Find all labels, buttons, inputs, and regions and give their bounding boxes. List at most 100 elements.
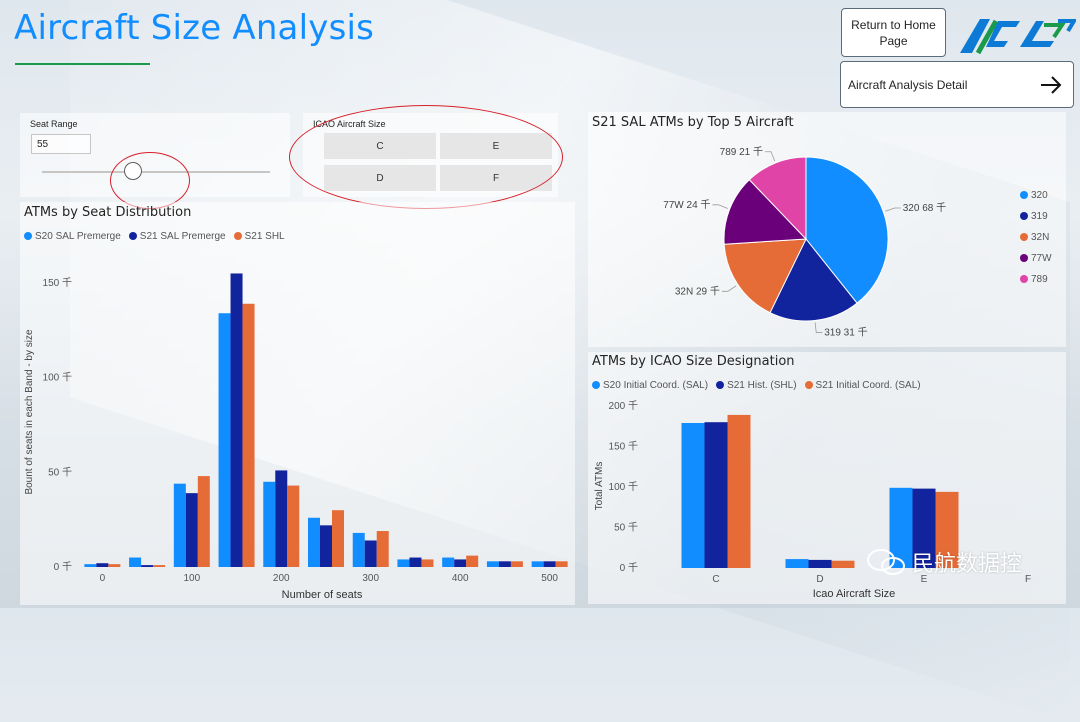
bar[interactable]: [242, 303, 255, 567]
bar[interactable]: [230, 273, 243, 567]
bar[interactable]: [785, 559, 809, 568]
legend-label[interactable]: 789: [1031, 274, 1048, 285]
bar[interactable]: [197, 476, 210, 567]
icao-chart-legend: S20 Initial Coord. (SAL) S21 Hist. (SHL)…: [592, 380, 921, 391]
bar[interactable]: [466, 555, 479, 567]
pie-title: S21 SAL ATMs by Top 5 Aircraft: [592, 115, 794, 130]
bar[interactable]: [498, 561, 511, 567]
x-axis-label: Number of seats: [282, 589, 363, 601]
top5-aircraft-pie: 320 68 千 319 31 千 32N 29 千 77W 24 千 789 21 千…: [663, 146, 1052, 339]
bar[interactable]: [153, 565, 166, 567]
bar[interactable]: [84, 564, 97, 567]
bar[interactable]: [831, 560, 855, 568]
bar[interactable]: [376, 531, 389, 567]
bar[interactable]: [808, 559, 832, 568]
pie-slice[interactable]: [723, 238, 807, 314]
bar[interactable]: [912, 488, 936, 568]
legend-label: S20 SAL Premerge: [35, 231, 121, 242]
bar[interactable]: [510, 561, 523, 567]
legend-item[interactable]: S20 SAL Premerge: [24, 231, 121, 242]
pie-label: 789 21 千: [720, 146, 763, 158]
x-tick-label: C: [712, 574, 719, 585]
pie-leader: [721, 285, 737, 292]
legend-label[interactable]: 77W: [1031, 253, 1052, 264]
return-home-button[interactable]: Return to Home Page: [841, 8, 946, 57]
bar[interactable]: [727, 414, 751, 568]
y-tick-label: 0 千: [54, 561, 72, 573]
bar[interactable]: [108, 564, 121, 567]
pie-leader: [814, 322, 823, 333]
y-tick-label: 50 千: [614, 522, 638, 534]
x-tick-label: 0: [100, 573, 106, 584]
seat-distribution-chart: Bount of seats in each Band - by size Nu…: [24, 273, 568, 601]
legend-dot: [1020, 191, 1028, 199]
bar[interactable]: [889, 487, 913, 568]
y-axis-label: Bount of seats in each Band - by size: [24, 329, 35, 495]
bar[interactable]: [421, 559, 434, 567]
legend-label: S21 SHL: [244, 231, 285, 242]
bar[interactable]: [409, 557, 422, 567]
wechat-icon: [867, 549, 905, 575]
x-tick-label: 400: [452, 573, 469, 584]
seat-distribution-legend: S20 SAL Premerge S21 SAL Premerge S21 SH…: [24, 231, 285, 242]
x-tick-label: F: [1025, 574, 1031, 585]
legend-item[interactable]: S21 Initial Coord. (SAL): [804, 380, 921, 391]
y-axis-label: Total ATMs: [594, 462, 605, 511]
icao-chart-title: ATMs by ICAO Size Designation: [592, 354, 795, 369]
bar[interactable]: [218, 313, 231, 567]
bar[interactable]: [173, 483, 186, 567]
legend-item[interactable]: S20 Initial Coord. (SAL): [592, 380, 708, 391]
x-tick-label: D: [816, 574, 823, 585]
bar[interactable]: [141, 565, 154, 567]
legend-label[interactable]: 320: [1031, 190, 1048, 201]
icao-size-chart: Total ATMs Icao Aircraft Size 0 千 50 千 100…: [594, 400, 1031, 600]
bar[interactable]: [96, 563, 109, 567]
highlight-ellipse-icao: [289, 105, 563, 209]
bar[interactable]: [185, 493, 198, 567]
bar[interactable]: [129, 557, 142, 567]
bar[interactable]: [704, 422, 728, 568]
bar[interactable]: [442, 557, 455, 567]
bar[interactable]: [352, 532, 365, 567]
pie-leader: [885, 207, 901, 212]
bar[interactable]: [320, 525, 332, 567]
bar[interactable]: [555, 561, 568, 567]
legend-dot: [1020, 233, 1028, 241]
y-tick-label: 150 千: [609, 441, 638, 453]
bar[interactable]: [275, 470, 288, 567]
y-tick-label: 50 千: [48, 466, 72, 478]
bar[interactable]: [364, 540, 377, 567]
bar[interactable]: [531, 561, 544, 567]
x-tick-label: 500: [541, 573, 558, 584]
bar[interactable]: [308, 517, 320, 567]
bar[interactable]: [397, 559, 410, 567]
bar[interactable]: [263, 481, 276, 567]
seat-range-input[interactable]: 55: [31, 134, 91, 154]
pie-slice[interactable]: [805, 156, 889, 304]
watermark: 民航数据控: [866, 546, 1022, 578]
y-tick-label: 100 千: [609, 481, 638, 493]
pie-slice[interactable]: [748, 156, 807, 241]
legend-item[interactable]: S21 SAL Premerge: [128, 231, 226, 242]
pie-label: 32N 29 千: [675, 285, 720, 297]
bar[interactable]: [486, 561, 499, 567]
bar[interactable]: [935, 491, 959, 568]
pie-slice[interactable]: [769, 238, 858, 322]
bar[interactable]: [287, 485, 300, 567]
y-tick-label: 100 千: [43, 372, 72, 384]
legend-dot: [1020, 212, 1028, 220]
legend-item[interactable]: S21 Hist. (SHL): [716, 380, 797, 391]
x-axis-label: Icao Aircraft Size: [813, 588, 896, 600]
bar[interactable]: [681, 423, 705, 568]
bar[interactable]: [543, 561, 556, 567]
pie-label: 319 31 千: [824, 326, 867, 338]
pie-slice[interactable]: [723, 179, 808, 245]
legend-label: S20 Initial Coord. (SAL): [603, 380, 709, 391]
aircraft-analysis-detail-button[interactable]: Aircraft Analysis Detail: [840, 61, 1074, 108]
legend-label[interactable]: 319: [1031, 211, 1048, 222]
bar[interactable]: [454, 559, 467, 567]
icao-size-chart-panel: ATMs by ICAO Size Designation S20 Initia…: [588, 352, 1066, 604]
bar[interactable]: [332, 510, 344, 567]
legend-item[interactable]: S21 SHL: [233, 231, 285, 242]
legend-label[interactable]: 32N: [1031, 232, 1049, 243]
